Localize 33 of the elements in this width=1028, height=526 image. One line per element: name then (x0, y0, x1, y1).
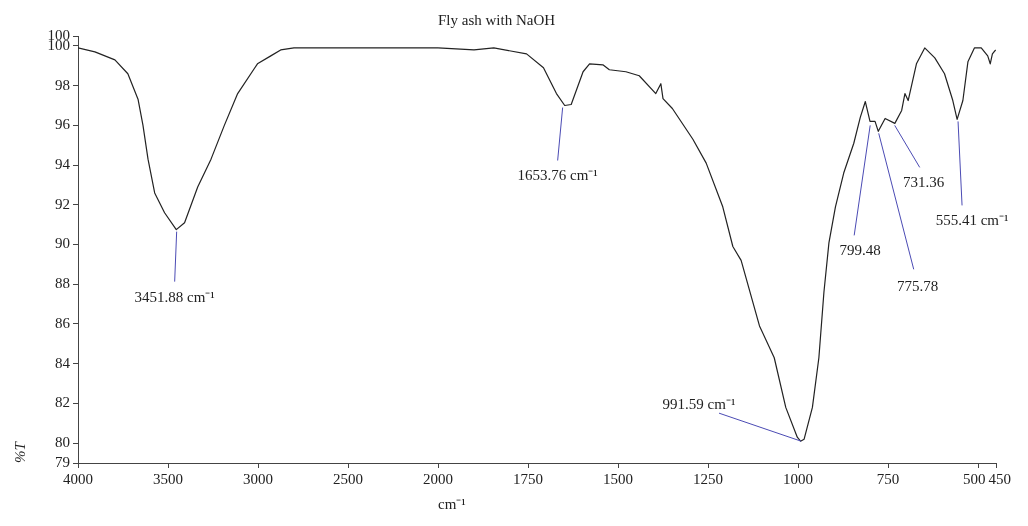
y-tick-label: 98 (55, 76, 70, 93)
y-tick-label: 80 (55, 434, 70, 451)
x-tick-label: 1750 (513, 470, 543, 487)
annotation: 1653.76 cm⁻¹ (517, 167, 598, 184)
y-tick-label: 96 (55, 116, 71, 133)
x-tick-label: 750 (876, 470, 900, 487)
x-tick-label: 1000 (783, 470, 813, 487)
y-tick-label: 90 (55, 235, 70, 252)
y-axis-title: %T (11, 440, 28, 463)
x-tick-label: 2500 (333, 470, 363, 487)
x-tick-label: 500 (963, 470, 986, 487)
y-tick-label: 86 (55, 314, 71, 331)
x-tick-label: 3000 (243, 470, 273, 487)
annotation: 991.59 cm⁻¹ (662, 396, 736, 413)
y-tick-label: 92 (55, 195, 70, 212)
y-tick-label: 82 (55, 394, 70, 411)
x-tick-label: 3500 (153, 470, 183, 487)
chart-title: Fly ash with NaOH (438, 11, 556, 28)
x-tick-label: 2000 (423, 470, 453, 487)
annotation: 799.48 (839, 242, 881, 259)
x-tick-label: 1500 (603, 470, 633, 487)
y-tick-label: 88 (55, 275, 70, 292)
y-tick-label: 94 (55, 156, 71, 173)
x-tick-label: 450 (988, 470, 1011, 487)
x-tick-label: 4000 (63, 470, 93, 487)
y-tick-label: 79 (55, 453, 70, 470)
annotation: 775.78 (897, 278, 939, 295)
annotation: 555.41 cm⁻¹ (935, 212, 1009, 229)
annotation: 731.36 (903, 174, 945, 191)
x-tick-label: 1250 (693, 470, 723, 487)
annotation: 3451.88 cm⁻¹ (134, 288, 215, 305)
y-tick-label: 84 (55, 354, 71, 371)
x-axis-title: cm⁻¹ (438, 495, 466, 512)
